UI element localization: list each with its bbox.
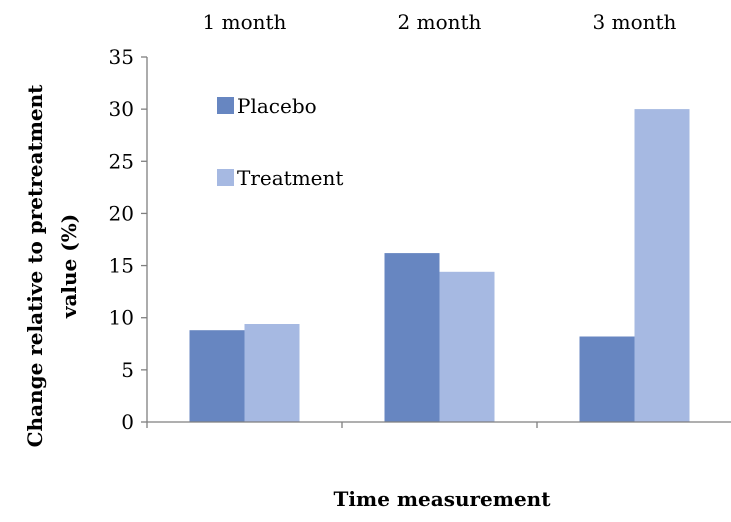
legend-swatch-treatment (217, 169, 234, 186)
bar-placebo-3 (579, 336, 635, 422)
y-tick-label: 15 (109, 254, 134, 278)
y-tick-label: 20 (109, 201, 134, 225)
legend: Placebo Treatment (217, 94, 343, 190)
legend-swatch-placebo (217, 97, 234, 114)
category-label: 2 month (398, 10, 482, 34)
y-tick-label: 25 (109, 149, 134, 173)
plot-area: 1 month 2 month 3 month 0 5 10 15 20 25 30 35 (109, 10, 731, 434)
bar-treatment-2 (439, 271, 495, 422)
y-tick-label: 10 (109, 306, 134, 330)
y-tick-label: 5 (121, 358, 134, 382)
bar-treatment-3 (634, 109, 690, 422)
y-axis-title-line-1: Change relative to pretreatment (23, 84, 47, 448)
legend-label-treatment: Treatment (237, 166, 343, 190)
bar-placebo-1 (189, 330, 245, 422)
y-axis-title: Change relative to pretreatment value (%… (23, 84, 81, 448)
y-tick-label: 35 (109, 45, 134, 69)
category-label: 1 month (203, 10, 287, 34)
category-label: 3 month (593, 10, 677, 34)
y-tick-label: 30 (109, 97, 134, 121)
y-axis-title-line-2: value (%) (57, 214, 81, 319)
legend-label-placebo: Placebo (237, 94, 317, 118)
bar-placebo-2 (384, 253, 440, 422)
bar-treatment-1 (244, 324, 300, 422)
y-tick-label: 0 (121, 410, 134, 434)
x-axis-title: Time measurement (334, 487, 552, 511)
